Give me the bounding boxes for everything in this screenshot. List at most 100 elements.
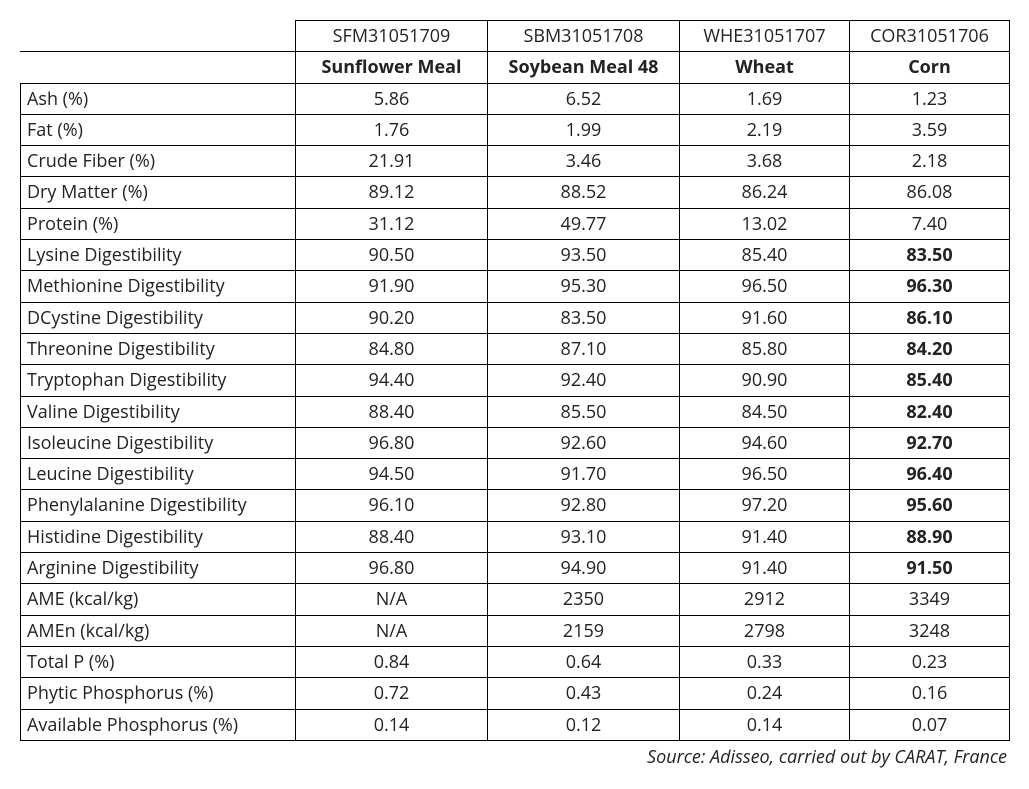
- row-label: Tryptophan Digestibility: [21, 365, 296, 396]
- cell-value: 0.72: [296, 678, 488, 709]
- nutrition-table-wrap: SFM31051709 SBM31051708 WHE31051707 COR3…: [20, 20, 1009, 769]
- cell-value: 85.40: [850, 365, 1010, 396]
- cell-value: 96.10: [296, 490, 488, 521]
- cell-value: 0.14: [296, 709, 488, 740]
- table-row: Crude Fiber (%)21.913.463.682.18: [21, 146, 1010, 177]
- row-label: Crude Fiber (%): [21, 146, 296, 177]
- row-label: DCystine Digestibility: [21, 302, 296, 333]
- table-head: SFM31051709 SBM31051708 WHE31051707 COR3…: [21, 21, 1010, 84]
- cell-value: 96.30: [850, 271, 1010, 302]
- cell-value: 86.08: [850, 177, 1010, 208]
- cell-value: 91.40: [680, 521, 850, 552]
- cell-value: 2159: [488, 615, 680, 646]
- cell-value: 31.12: [296, 208, 488, 239]
- cell-value: 0.23: [850, 646, 1010, 677]
- cell-value: 2798: [680, 615, 850, 646]
- source-caption: Source: Adisseo, carried out by CARAT, F…: [20, 745, 1009, 769]
- cell-value: 3349: [850, 584, 1010, 615]
- row-label: Ash (%): [21, 83, 296, 114]
- cell-value: 0.33: [680, 646, 850, 677]
- cell-value: 89.12: [296, 177, 488, 208]
- header-blank: [21, 52, 296, 83]
- table-row: Phenylalanine Digestibility96.1092.8097.…: [21, 490, 1010, 521]
- table-row: Protein (%)31.1249.7713.027.40: [21, 208, 1010, 239]
- row-label: Valine Digestibility: [21, 396, 296, 427]
- table-row: Methionine Digestibility91.9095.3096.509…: [21, 271, 1010, 302]
- table-row: Available Phosphorus (%)0.140.120.140.07: [21, 709, 1010, 740]
- row-label: Total P (%): [21, 646, 296, 677]
- table-body: Ash (%)5.866.521.691.23Fat (%)1.761.992.…: [21, 83, 1010, 740]
- row-label: Phytic Phosphorus (%): [21, 678, 296, 709]
- row-label: Isoleucine Digestibility: [21, 427, 296, 458]
- row-label: Arginine Digestibility: [21, 553, 296, 584]
- cell-value: 96.40: [850, 459, 1010, 490]
- cell-value: 93.10: [488, 521, 680, 552]
- table-row: AME (kcal/kg)N/A235029123349: [21, 584, 1010, 615]
- col-name: Sunflower Meal: [296, 52, 488, 83]
- table-row: DCystine Digestibility90.2083.5091.6086.…: [21, 302, 1010, 333]
- cell-value: 90.20: [296, 302, 488, 333]
- cell-value: 85.40: [680, 240, 850, 271]
- row-label: Lysine Digestibility: [21, 240, 296, 271]
- cell-value: 0.84: [296, 646, 488, 677]
- cell-value: 86.24: [680, 177, 850, 208]
- cell-value: 84.50: [680, 396, 850, 427]
- cell-value: 88.52: [488, 177, 680, 208]
- cell-value: 83.50: [850, 240, 1010, 271]
- row-label: AMEn (kcal/kg): [21, 615, 296, 646]
- table-row: Fat (%)1.761.992.193.59: [21, 114, 1010, 145]
- col-code: SBM31051708: [488, 21, 680, 52]
- cell-value: 87.10: [488, 333, 680, 364]
- cell-value: 96.50: [680, 459, 850, 490]
- cell-value: 0.64: [488, 646, 680, 677]
- table-row: Lysine Digestibility90.5093.5085.4083.50: [21, 240, 1010, 271]
- table-row: Arginine Digestibility96.8094.9091.4091.…: [21, 553, 1010, 584]
- col-code: WHE31051707: [680, 21, 850, 52]
- cell-value: 94.60: [680, 427, 850, 458]
- cell-value: 92.40: [488, 365, 680, 396]
- cell-value: 92.70: [850, 427, 1010, 458]
- cell-value: 7.40: [850, 208, 1010, 239]
- cell-value: 1.99: [488, 114, 680, 145]
- table-row: Leucine Digestibility94.5091.7096.5096.4…: [21, 459, 1010, 490]
- cell-value: 84.80: [296, 333, 488, 364]
- cell-value: 95.30: [488, 271, 680, 302]
- cell-value: 49.77: [488, 208, 680, 239]
- col-name: Soybean Meal 48: [488, 52, 680, 83]
- cell-value: 3.68: [680, 146, 850, 177]
- cell-value: 90.50: [296, 240, 488, 271]
- cell-value: 1.76: [296, 114, 488, 145]
- cell-value: N/A: [296, 615, 488, 646]
- row-label: Protein (%): [21, 208, 296, 239]
- table-row: AMEn (kcal/kg)N/A215927983248: [21, 615, 1010, 646]
- row-label: Available Phosphorus (%): [21, 709, 296, 740]
- cell-value: 91.70: [488, 459, 680, 490]
- cell-value: 96.80: [296, 553, 488, 584]
- cell-value: 91.40: [680, 553, 850, 584]
- cell-value: 91.90: [296, 271, 488, 302]
- table-row: Phytic Phosphorus (%)0.720.430.240.16: [21, 678, 1010, 709]
- table-row: Tryptophan Digestibility94.4092.4090.908…: [21, 365, 1010, 396]
- cell-value: 2.19: [680, 114, 850, 145]
- cell-value: 2.18: [850, 146, 1010, 177]
- table-row: Histidine Digestibility88.4093.1091.4088…: [21, 521, 1010, 552]
- cell-value: 86.10: [850, 302, 1010, 333]
- cell-value: 3248: [850, 615, 1010, 646]
- row-label: Threonine Digestibility: [21, 333, 296, 364]
- col-code: SFM31051709: [296, 21, 488, 52]
- cell-value: 3.59: [850, 114, 1010, 145]
- row-label: Histidine Digestibility: [21, 521, 296, 552]
- table-row: Valine Digestibility88.4085.5084.5082.40: [21, 396, 1010, 427]
- cell-value: 88.40: [296, 396, 488, 427]
- cell-value: 88.40: [296, 521, 488, 552]
- cell-value: 0.12: [488, 709, 680, 740]
- cell-value: 1.69: [680, 83, 850, 114]
- cell-value: 90.90: [680, 365, 850, 396]
- row-label: Methionine Digestibility: [21, 271, 296, 302]
- cell-value: 91.50: [850, 553, 1010, 584]
- cell-value: 83.50: [488, 302, 680, 333]
- cell-value: 96.80: [296, 427, 488, 458]
- cell-value: 88.90: [850, 521, 1010, 552]
- cell-value: 2350: [488, 584, 680, 615]
- cell-value: 0.16: [850, 678, 1010, 709]
